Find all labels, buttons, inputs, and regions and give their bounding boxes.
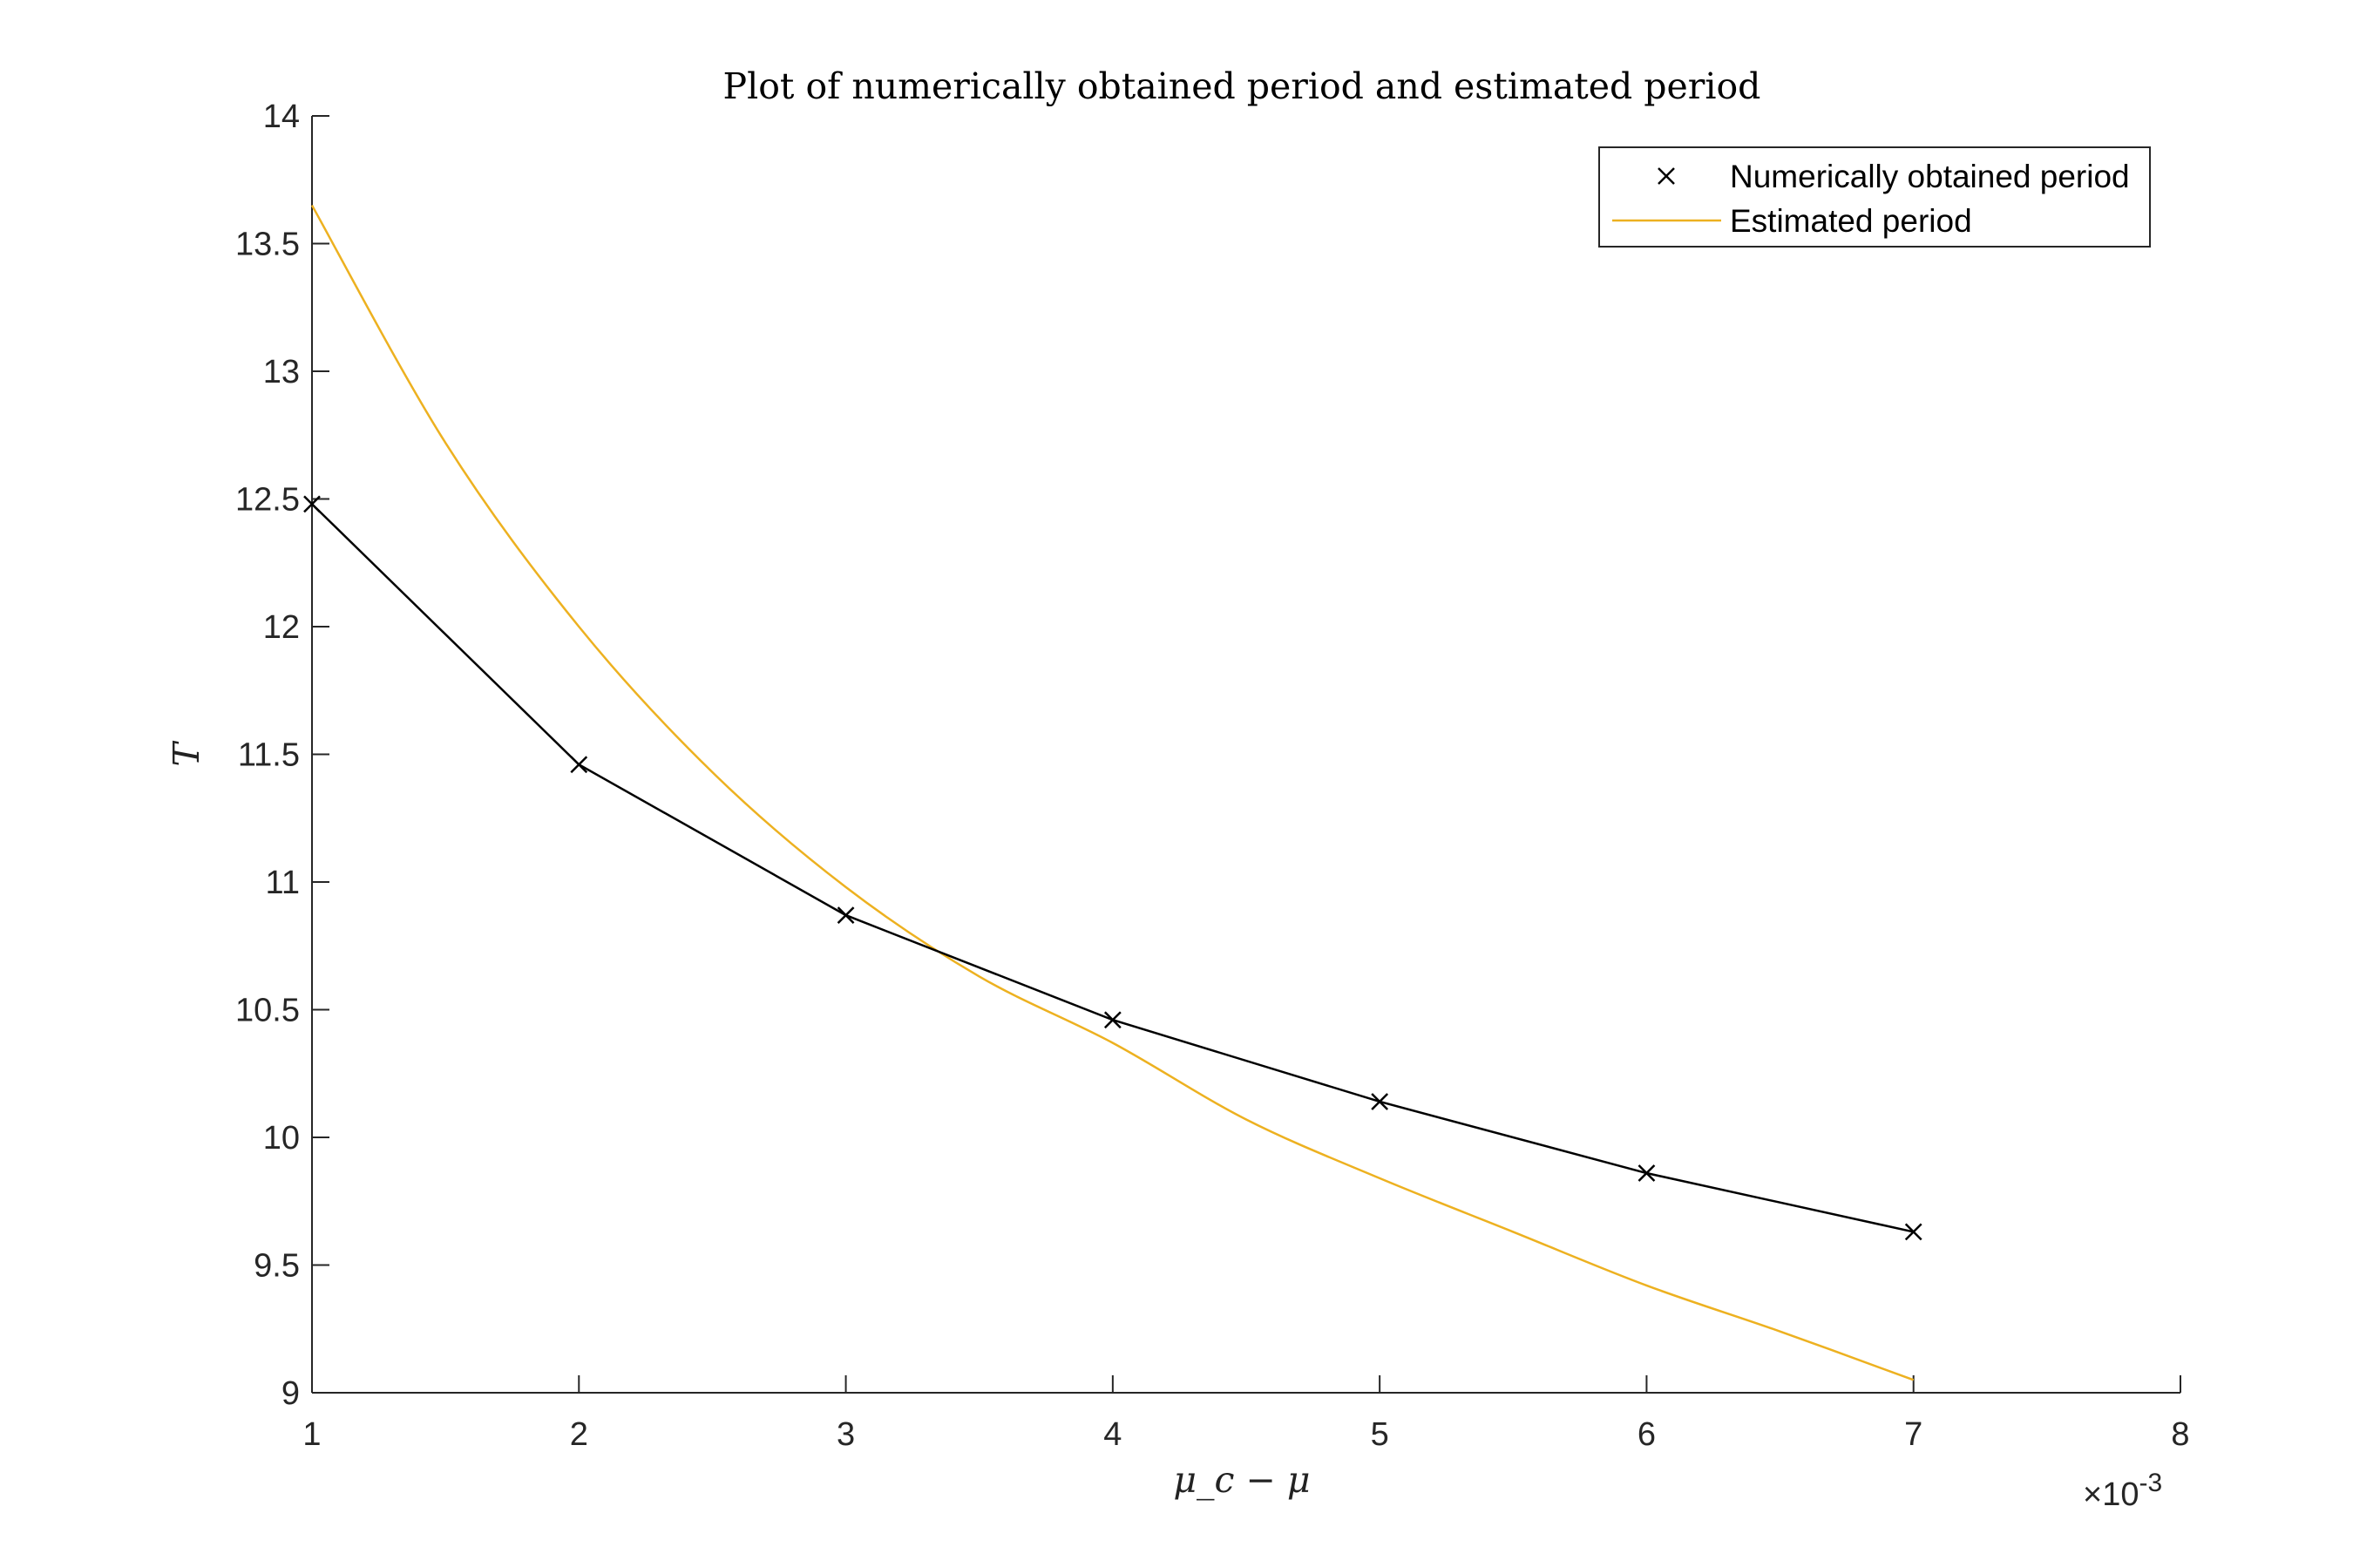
x-tick-label: 3 (837, 1416, 855, 1453)
data-point-marker (1103, 1011, 1122, 1029)
y-ticks: 9 9.5 10 10.5 11 11.5 12 12.5 13 13.5 14 (235, 98, 329, 1412)
series-layer (303, 204, 1922, 1381)
series-numerical-period-line (311, 503, 1914, 1233)
legend-box (1598, 146, 2151, 248)
legend: Numerically obtained period Estimated pe… (1598, 146, 2151, 248)
y-axis-label: T (166, 741, 207, 767)
legend-item-numerical: Numerically obtained period (1658, 159, 2130, 194)
y-tick-label: 10 (263, 1120, 300, 1157)
x-tick-label: 6 (1638, 1416, 1656, 1453)
x-exponent-power: -3 (2139, 1469, 2162, 1497)
x-tick-label: 5 (1371, 1416, 1389, 1453)
y-tick-label: 10.5 (235, 993, 300, 1029)
legend-item-estimated: Estimated period (1612, 203, 1972, 239)
x-axis-label: μ_c − μ (1173, 1459, 1310, 1501)
x-tick-label: 2 (570, 1416, 588, 1453)
data-point-marker (1904, 1223, 1922, 1241)
legend-label-numerical: Numerically obtained period (1730, 159, 2130, 194)
data-point-marker (837, 906, 855, 924)
data-point-marker (1638, 1164, 1656, 1182)
x-tick-label: 8 (2171, 1416, 2189, 1453)
data-point-marker (303, 495, 321, 513)
x-tick-label: 1 (302, 1416, 321, 1453)
y-tick-label: 11.5 (238, 737, 300, 774)
x-ticks: 1 2 3 4 5 6 7 8 (302, 1375, 2190, 1453)
legend-label-estimated: Estimated period (1730, 203, 1972, 239)
y-tick-label: 9 (281, 1375, 300, 1412)
y-tick-label: 13.5 (235, 227, 300, 263)
y-tick-label: 12.5 (235, 482, 300, 519)
y-tick-label: 14 (263, 98, 300, 135)
data-point-marker (570, 756, 588, 774)
x-tick-label: 7 (1904, 1416, 1922, 1453)
y-tick-label: 9.5 (254, 1248, 300, 1285)
legend-marker-x-icon (1658, 167, 1675, 185)
y-tick-label: 12 (263, 609, 300, 646)
x-tick-label: 4 (1103, 1416, 1122, 1453)
chart-title: Plot of numerically obtained period and … (723, 65, 1761, 107)
x-exponent-label: ×10-3 (2083, 1469, 2162, 1513)
data-point-marker (1371, 1093, 1389, 1110)
series-estimated-period-line (310, 204, 1915, 1381)
y-tick-label: 11 (266, 865, 300, 901)
x-exponent-base: ×10 (2083, 1476, 2139, 1513)
y-tick-label: 13 (263, 354, 300, 390)
